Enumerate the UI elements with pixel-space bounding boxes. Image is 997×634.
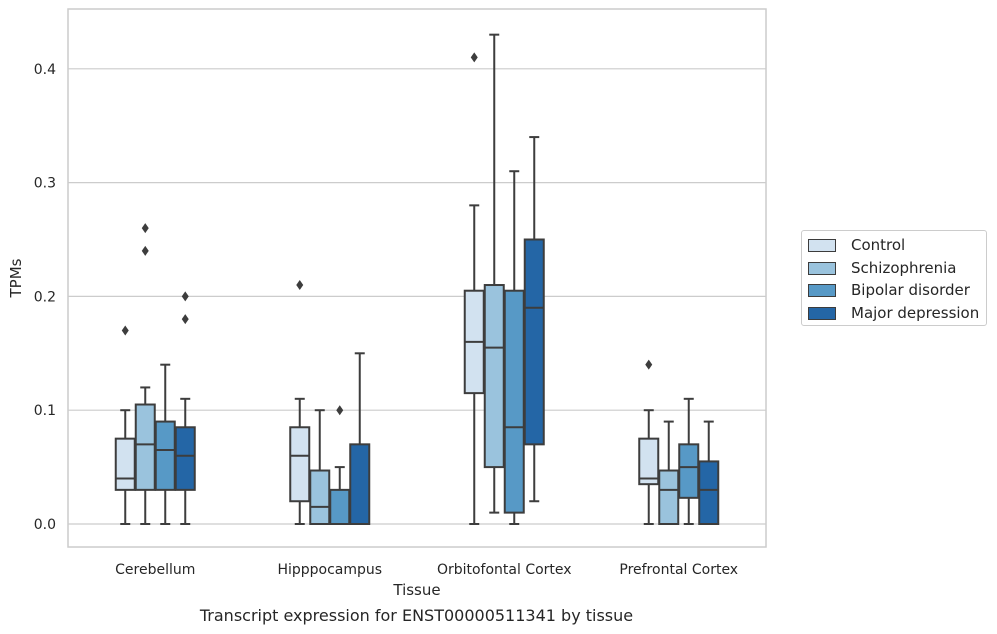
outlier-point bbox=[141, 223, 149, 234]
y-tick-label: 0.1 bbox=[34, 403, 56, 419]
y-axis-label: TPMs bbox=[7, 258, 25, 298]
y-tick-label: 0.3 bbox=[34, 176, 56, 192]
box bbox=[523, 238, 545, 446]
outlier-point bbox=[121, 325, 129, 336]
legend-swatch-schizophrenia bbox=[808, 261, 836, 275]
legend-swatch-bipolar-disorder bbox=[808, 283, 836, 297]
y-tick-labels: 0.0 0.1 0.2 0.3 0.4 bbox=[34, 62, 56, 533]
y-tick-label: 0.4 bbox=[34, 62, 56, 78]
plot-frame bbox=[67, 8, 767, 548]
box-group bbox=[349, 352, 371, 525]
outlier-point bbox=[645, 359, 653, 370]
legend-label-bipolar-disorder: Bipolar disorder bbox=[851, 281, 970, 299]
box-group bbox=[523, 136, 545, 503]
legend-item-bipolar-disorder: Bipolar disorder bbox=[808, 279, 970, 301]
legend-swatch-control bbox=[808, 238, 836, 252]
box bbox=[309, 469, 331, 526]
box-group bbox=[289, 280, 311, 525]
box bbox=[114, 437, 136, 491]
x-tick-label: Prefrontal Cortex bbox=[619, 562, 738, 578]
legend-item-major-depression: Major depression bbox=[808, 302, 979, 324]
box bbox=[289, 426, 311, 503]
outlier-point bbox=[336, 405, 344, 416]
chart-caption: Transcript expression for ENST0000051134… bbox=[199, 606, 634, 625]
box-group bbox=[503, 170, 525, 525]
box-groups bbox=[114, 33, 720, 526]
box-group bbox=[114, 325, 136, 525]
box bbox=[329, 488, 351, 525]
box-group bbox=[154, 363, 176, 525]
box-group bbox=[329, 405, 351, 525]
x-tick-label: Cerebellum bbox=[115, 562, 195, 578]
box-group bbox=[309, 409, 331, 526]
box bbox=[134, 403, 156, 491]
box bbox=[678, 443, 700, 499]
x-tick-label: Hipppocampus bbox=[277, 562, 382, 578]
outlier-point bbox=[141, 245, 149, 256]
legend-label-control: Control bbox=[851, 236, 906, 254]
box-group bbox=[483, 33, 505, 514]
legend: Control Schizophrenia Bipolar disorder M… bbox=[801, 230, 987, 326]
legend-label-schizophrenia: Schizophrenia bbox=[851, 259, 957, 277]
box-group bbox=[463, 52, 485, 525]
legend-item-schizophrenia: Schizophrenia bbox=[808, 257, 956, 279]
box bbox=[349, 443, 371, 525]
outlier-point bbox=[296, 280, 304, 291]
outlier-point bbox=[181, 291, 189, 302]
box bbox=[698, 460, 720, 526]
y-tick-label: 0.2 bbox=[34, 289, 56, 305]
box bbox=[503, 289, 525, 514]
box-group bbox=[638, 359, 660, 525]
box bbox=[174, 426, 196, 491]
box bbox=[658, 469, 680, 526]
x-axis-label: Tissue bbox=[392, 581, 440, 599]
outlier-point bbox=[181, 314, 189, 325]
legend-swatch-major-depression bbox=[808, 306, 836, 320]
box-group bbox=[698, 420, 720, 526]
box-group bbox=[134, 223, 156, 525]
box bbox=[154, 420, 176, 491]
box-group bbox=[174, 291, 196, 525]
x-tick-label: Orbitofontal Cortex bbox=[437, 562, 572, 578]
box bbox=[638, 437, 660, 486]
outlier-point bbox=[470, 52, 478, 63]
legend-label-major-depression: Major depression bbox=[851, 304, 980, 322]
legend-item-control: Control bbox=[808, 234, 905, 256]
y-tick-label: 0.0 bbox=[34, 517, 56, 533]
box-group bbox=[658, 420, 680, 526]
box-group bbox=[678, 397, 700, 525]
x-tick-labels: Cerebellum Hipppocampus Orbitofontal Corte… bbox=[115, 562, 738, 578]
box bbox=[483, 284, 505, 469]
